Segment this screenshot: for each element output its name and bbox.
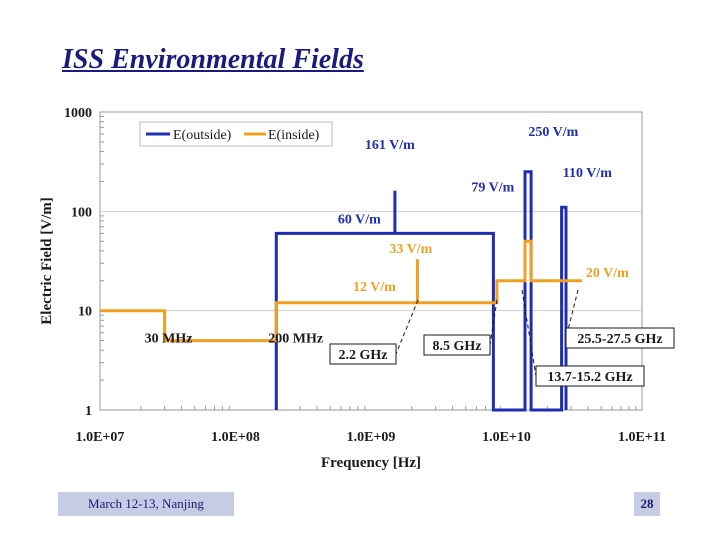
legend-label-outside: E(outside) [173, 128, 232, 143]
page-number: 28 [634, 492, 660, 516]
callout-label: 8.5 GHz [433, 339, 482, 354]
series-line-inside [100, 239, 582, 343]
series-line-outside [274, 170, 568, 412]
callout-label: 25.5-27.5 GHz [577, 332, 662, 347]
callout-leader [565, 289, 579, 339]
legend: E(outside) E(inside) [139, 121, 333, 147]
callout-box [423, 334, 491, 356]
callout-leader [521, 289, 537, 377]
y-tick-label: 100 [71, 205, 92, 220]
x-tick-label: 1.0E+08 [211, 430, 260, 445]
legend-label-inside: E(inside) [268, 128, 320, 143]
footer-location: March 12-13, Nanjing [58, 492, 234, 516]
data-label: 110 V/m [563, 166, 612, 181]
callout-leader [489, 299, 498, 346]
data-label: 161 V/m [365, 138, 415, 153]
y-axis-label: Electric Field [V/m] [39, 197, 55, 324]
x-tick-label: 1.0E+10 [482, 430, 531, 445]
y-tick-label: 1 [85, 404, 92, 419]
y-tick-label: 1000 [64, 106, 92, 121]
callout-label: 13.7-15.2 GHz [547, 370, 632, 385]
callout-label: 2.2 GHz [339, 348, 388, 363]
data-label: 200 MHz [268, 332, 323, 347]
data-label: 60 V/m [338, 212, 381, 227]
callout-leader [395, 299, 419, 355]
annotation-layer: 161 V/m 250 V/m 79 V/m 110 V/m 60 V/m 33 V/m 1… [145, 125, 629, 347]
data-label: 79 V/m [471, 181, 514, 196]
callout-box [565, 327, 675, 349]
data-label: 12 V/m [353, 280, 396, 295]
data-label: 20 V/m [586, 266, 629, 281]
callout-box [535, 365, 645, 387]
data-label: 250 V/m [528, 125, 578, 140]
data-label: 30 MHz [145, 332, 193, 347]
callout-layer: 2.2 GHz 8.5 GHz 25.5-27.5 GHz 13.7-15.2 GHz [329, 289, 675, 387]
tick-layer: 1.0E+07 1.0E+08 1.0E+09 1.0E+10 1.0E+11 1000 1… [64, 106, 666, 445]
x-axis-label: Frequency [Hz] [321, 455, 421, 471]
x-tick-label: 1.0E+11 [618, 430, 666, 445]
x-tick-label: 1.0E+07 [76, 430, 125, 445]
data-label: 33 V/m [389, 242, 432, 257]
callout-box [329, 343, 397, 365]
series-layer [100, 170, 582, 412]
legend-box [139, 121, 333, 147]
y-tick-label: 10 [78, 305, 92, 320]
gridlines [100, 116, 642, 410]
x-tick-label: 1.0E+09 [347, 430, 396, 445]
slide-title: ISS Environmental Fields [62, 44, 364, 75]
